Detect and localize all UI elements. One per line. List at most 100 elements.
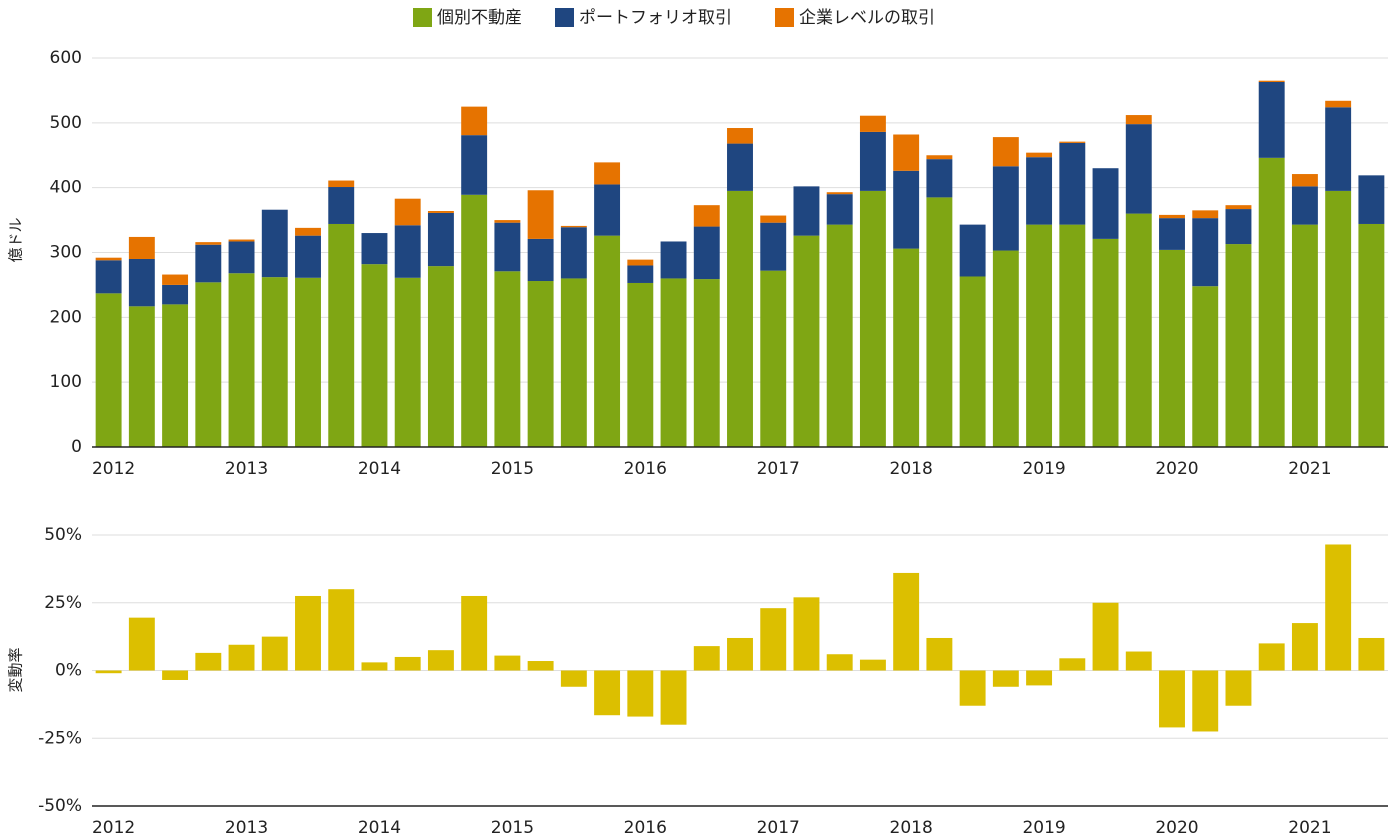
y-tick-label: 300	[50, 243, 82, 263]
bar-segment	[1258, 157, 1285, 448]
y-tick-label: 400	[50, 178, 82, 198]
bar	[1026, 670, 1053, 686]
bar	[926, 637, 953, 671]
x-tick-label: 2014	[358, 818, 401, 838]
bar-segment	[760, 270, 787, 447]
bar-segment	[328, 187, 355, 224]
bar-segment	[1192, 218, 1219, 287]
bar	[959, 670, 986, 706]
x-tick-label: 2021	[1288, 818, 1331, 838]
bar-segment	[295, 235, 321, 278]
bar-segment	[261, 209, 288, 278]
bar-segment	[461, 194, 488, 447]
y-tick-label: 100	[50, 372, 82, 392]
bar-segment	[494, 220, 521, 223]
bar-segment	[594, 162, 621, 185]
bar-segment	[560, 227, 587, 279]
bar-segment	[427, 266, 454, 447]
bar-segment	[527, 281, 554, 447]
bar	[95, 670, 122, 674]
bar-segment	[727, 190, 753, 448]
bar	[859, 659, 886, 671]
bar-segment	[1159, 218, 1185, 250]
bar-segment	[1325, 107, 1352, 191]
bar	[1092, 602, 1119, 671]
bar-segment	[1059, 224, 1086, 447]
bar	[261, 636, 288, 671]
bar-segment	[494, 222, 521, 272]
legend-swatch	[413, 8, 432, 27]
bar-segment	[1225, 244, 1252, 447]
bar-segment	[328, 223, 355, 447]
bar-segment	[1092, 168, 1119, 239]
bar-segment	[295, 227, 321, 236]
y-axis-title: 億ドル	[7, 217, 25, 262]
x-tick-label: 2012	[92, 818, 135, 838]
bar-segment	[394, 225, 421, 278]
bar-segment	[959, 224, 986, 277]
bar-segment	[162, 284, 189, 305]
bar-segment	[128, 236, 155, 259]
bar-segment	[361, 264, 388, 447]
bar-segment	[1258, 80, 1285, 82]
x-tick-label: 2013	[225, 459, 268, 479]
bar-segment	[1059, 141, 1086, 143]
bar-segment	[926, 197, 953, 447]
y-tick-label: 25%	[44, 593, 82, 613]
bar-segment	[693, 205, 720, 227]
bar-segment	[893, 248, 920, 447]
y-tick-label: 600	[50, 48, 82, 68]
bar-segment	[427, 211, 454, 213]
x-tick-label: 2016	[624, 818, 667, 838]
bar-segment	[959, 276, 986, 447]
y-tick-label: 50%	[44, 525, 82, 545]
bar-segment	[95, 257, 122, 261]
bar-segment	[1159, 214, 1185, 219]
x-tick-label: 2014	[358, 459, 401, 479]
bar-segment	[594, 235, 621, 447]
y-tick-label: 0%	[55, 661, 82, 681]
bar	[228, 644, 255, 671]
y-tick-label: 500	[50, 113, 82, 133]
bar-segment	[727, 128, 753, 144]
bar-segment	[992, 137, 1019, 167]
bar	[427, 650, 454, 671]
x-tick-label: 2015	[491, 818, 534, 838]
bar-segment	[1325, 190, 1352, 448]
x-tick-label: 2019	[1022, 459, 1065, 479]
bar-segment	[261, 277, 288, 447]
bar-segment	[1192, 210, 1219, 219]
bar-segment	[693, 279, 720, 447]
x-tick-label: 2013	[225, 818, 268, 838]
bar	[560, 670, 587, 687]
bar-segment	[527, 190, 554, 239]
bar-segment	[1125, 124, 1152, 214]
bar-segment	[1325, 100, 1352, 108]
bar	[1291, 623, 1318, 671]
bar-segment	[760, 222, 787, 271]
bar	[494, 655, 521, 671]
bar-segment	[461, 106, 488, 136]
bar	[1225, 670, 1252, 706]
bar-segment	[128, 258, 155, 307]
bar-segment	[328, 180, 355, 188]
legend-label: 企業レベルの取引	[799, 8, 935, 28]
bar-segment	[1291, 174, 1318, 187]
bar-segment	[1291, 186, 1318, 225]
y-axis-title: 変動率	[7, 647, 25, 692]
bar	[128, 617, 155, 671]
bar-segment	[859, 190, 886, 448]
x-tick-label: 2020	[1155, 459, 1198, 479]
bar	[826, 654, 853, 671]
x-tick-label: 2012	[92, 459, 135, 479]
bar-segment	[295, 277, 321, 447]
bar	[727, 637, 753, 671]
bar	[162, 670, 189, 680]
x-tick-label: 2018	[890, 459, 933, 479]
bar	[295, 595, 321, 671]
bar-segment	[1125, 115, 1152, 125]
bar-segment	[627, 282, 654, 447]
bar-segment	[660, 278, 687, 447]
legend-swatch	[775, 8, 794, 27]
